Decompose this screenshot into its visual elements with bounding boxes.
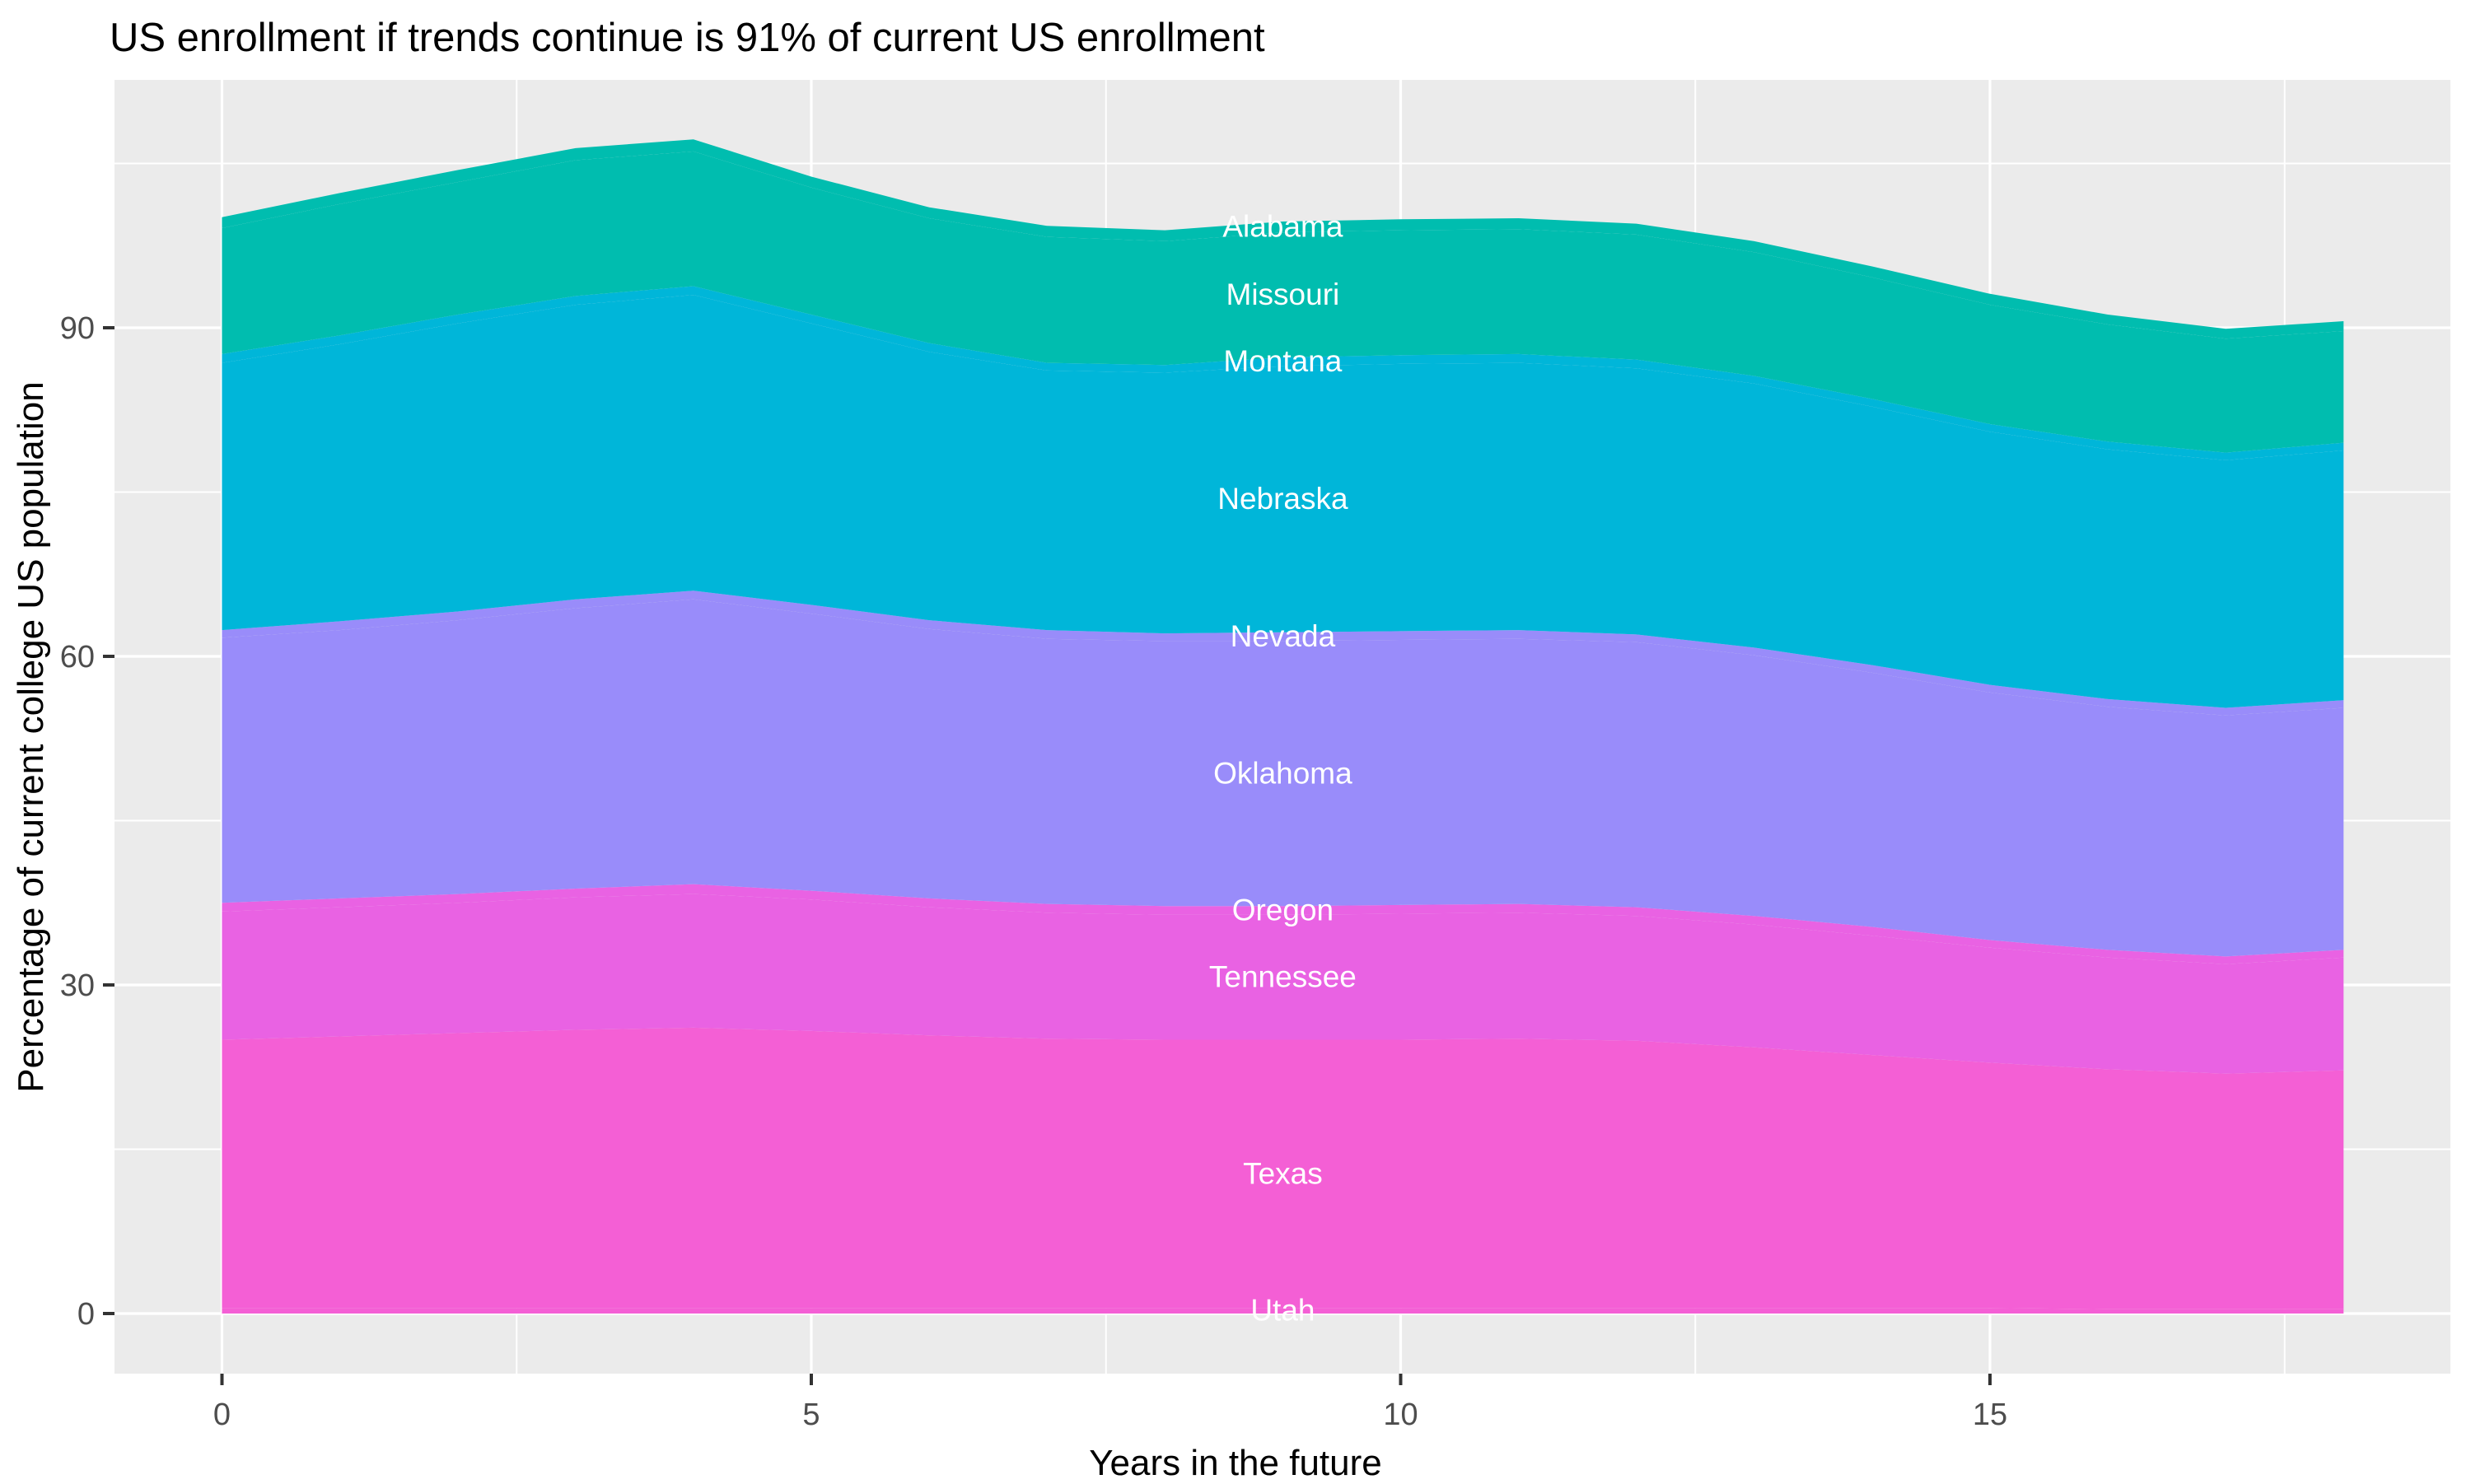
area-label-oklahoma: Oklahoma — [1213, 756, 1352, 790]
x-tick-label: 15 — [1973, 1398, 2007, 1432]
y-tick-label: 60 — [60, 640, 95, 674]
area-texas — [222, 1027, 2344, 1309]
y-tick-label: 0 — [77, 1297, 95, 1332]
area-nebraska — [222, 295, 2344, 708]
area-label-nebraska: Nebraska — [1217, 482, 1348, 516]
area-label-tennessee: Tennessee — [1209, 960, 1357, 994]
y-tick-label: 30 — [60, 968, 95, 1003]
area-alabama — [222, 139, 2344, 339]
area-missouri — [222, 151, 2344, 453]
area-label-nevada: Nevada — [1231, 619, 1336, 653]
x-tick-label: 10 — [1383, 1398, 1418, 1432]
y-tick-label: 90 — [60, 311, 95, 346]
area-label-oregon: Oregon — [1232, 894, 1334, 927]
area-label-texas: Texas — [1243, 1156, 1323, 1190]
area-tennessee — [222, 894, 2344, 1074]
y-axis-title: Percentage of current college US populat… — [11, 381, 51, 1093]
x-tick-label: 5 — [802, 1398, 820, 1432]
area-nevada — [222, 590, 2344, 716]
area-utah — [222, 1308, 2344, 1314]
x-axis-title: Years in the future — [1089, 1443, 1382, 1483]
x-tick-label: 0 — [213, 1398, 231, 1432]
area-oregon — [222, 884, 2344, 964]
area-label-montana: Montana — [1223, 344, 1342, 378]
area-label-alabama: Alabama — [1222, 210, 1343, 244]
area-label-utah: Utah — [1250, 1294, 1315, 1328]
chart-title: US enrollment if trends continue is 91% … — [110, 16, 1265, 60]
area-label-missouri: Missouri — [1226, 278, 1340, 311]
area-oklahoma — [222, 599, 2344, 957]
